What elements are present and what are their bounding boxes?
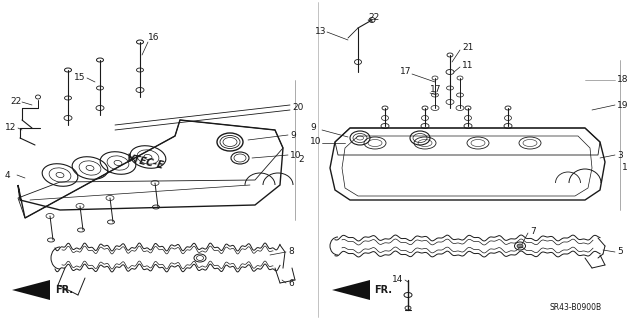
Text: SR43-B0900B: SR43-B0900B bbox=[550, 303, 602, 313]
Text: 17: 17 bbox=[400, 68, 412, 77]
Text: 3: 3 bbox=[617, 151, 623, 160]
Text: 15: 15 bbox=[74, 73, 86, 83]
Text: 19: 19 bbox=[617, 100, 628, 109]
Text: 9: 9 bbox=[310, 123, 316, 132]
Text: 1: 1 bbox=[622, 164, 628, 173]
Text: 22: 22 bbox=[10, 98, 21, 107]
Polygon shape bbox=[332, 280, 370, 300]
Text: 11: 11 bbox=[462, 61, 474, 70]
Ellipse shape bbox=[517, 244, 523, 248]
Text: 6: 6 bbox=[288, 278, 294, 287]
Polygon shape bbox=[12, 280, 50, 300]
Text: FR.: FR. bbox=[374, 285, 392, 295]
Text: 9: 9 bbox=[290, 130, 296, 139]
Text: 22: 22 bbox=[368, 13, 380, 23]
Text: 5: 5 bbox=[617, 248, 623, 256]
Text: 18: 18 bbox=[617, 76, 628, 85]
Text: 16: 16 bbox=[148, 33, 159, 42]
Text: 10: 10 bbox=[310, 137, 321, 146]
Text: 17: 17 bbox=[430, 85, 442, 94]
Text: 20: 20 bbox=[292, 103, 303, 113]
Text: 14: 14 bbox=[392, 276, 403, 285]
Text: 12: 12 bbox=[5, 123, 17, 132]
Text: 4: 4 bbox=[5, 170, 11, 180]
Text: 10: 10 bbox=[290, 151, 301, 160]
Text: 2: 2 bbox=[298, 155, 303, 165]
Text: VTEC-E: VTEC-E bbox=[125, 153, 165, 171]
Text: 8: 8 bbox=[288, 248, 294, 256]
Text: 7: 7 bbox=[530, 227, 536, 236]
Text: 13: 13 bbox=[315, 27, 326, 36]
Text: FR.: FR. bbox=[55, 285, 73, 295]
Text: 21: 21 bbox=[462, 43, 474, 53]
